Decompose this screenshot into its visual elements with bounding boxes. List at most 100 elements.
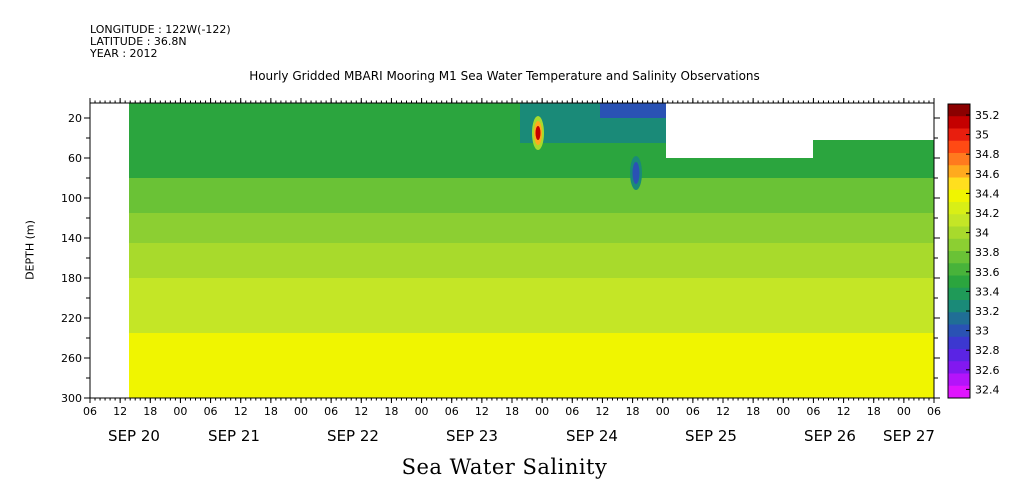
salinity-band: [129, 138, 934, 178]
colorbar-label: 33.2: [975, 305, 1000, 318]
x-tick-label: 12: [595, 405, 609, 418]
colorbar-swatch: [948, 275, 970, 289]
anomaly-low: [632, 162, 640, 184]
colorbar-swatch: [948, 300, 970, 313]
colorbar-label: 33.6: [975, 266, 1000, 279]
x-day-label: SEP 23: [446, 427, 498, 445]
salinity-band: [129, 303, 934, 333]
plot-area: [129, 103, 934, 398]
colorbar-swatch: [948, 373, 970, 387]
colorbar-swatch: [948, 214, 970, 227]
colorbar-swatch: [948, 153, 970, 166]
colorbar-label: 34.2: [975, 207, 1000, 220]
y-tick-label: 100: [61, 192, 82, 205]
colorbar-label: 34: [975, 227, 989, 240]
x-tick-label: 00: [656, 405, 670, 418]
colorbar-swatch: [948, 165, 970, 178]
colorbar-label: 32.8: [975, 344, 1000, 357]
x-day-label: SEP 25: [685, 427, 737, 445]
colorbar-swatch: [948, 140, 970, 154]
colorbar-swatch: [948, 361, 970, 374]
colorbar-label: 33.8: [975, 246, 1000, 259]
colorbar-swatch: [948, 104, 970, 117]
colorbar: 35.2 35 34.8 34.6 34.4 34.2 34 33.8 33.6 33.4 33.2…: [947, 103, 1000, 399]
colorbar-frame: [947, 103, 971, 399]
colorbar-swatch: [948, 202, 970, 215]
y-tick-label: 60: [68, 152, 82, 165]
x-tick-label: 06: [445, 405, 459, 418]
x-tick-label: 06: [324, 405, 338, 418]
colorbar-swatch: [948, 128, 970, 142]
x-tick-label: 12: [354, 405, 368, 418]
x-tick-label: 06: [565, 405, 579, 418]
anomaly-high: [535, 126, 541, 140]
x-tick-label: 12: [113, 405, 127, 418]
salinity-band: [600, 103, 668, 118]
longitude-label: LONGITUDE : 122W(-122): [90, 23, 231, 36]
x-tick-label: 12: [837, 405, 851, 418]
colorbar-label: 35.2: [975, 109, 1000, 122]
x-tick-label: 18: [143, 405, 157, 418]
colorbar-label: 34.8: [975, 148, 1000, 161]
x-tick-label: 18: [264, 405, 278, 418]
salinity-band: [129, 213, 934, 243]
colorbar-swatch: [948, 349, 970, 362]
colorbar-swatch: [948, 385, 970, 399]
colorbar-swatch: [948, 287, 970, 301]
x-tick-label: 18: [626, 405, 640, 418]
y-tick-label: 20: [68, 112, 82, 125]
x-tick-label: 00: [776, 405, 790, 418]
x-tick-label: 00: [415, 405, 429, 418]
colorbar-label: 35: [975, 129, 989, 142]
salinity-patch: [610, 348, 654, 384]
colorbar-label: 32.4: [975, 383, 1000, 396]
x-day-label: SEP 27: [883, 427, 935, 445]
y-tick-label: 220: [61, 312, 82, 325]
colorbar-label: 33: [975, 325, 989, 338]
chart-title: Hourly Gridded MBARI Mooring M1 Sea Wate…: [249, 69, 760, 83]
colorbar-swatch: [948, 336, 970, 350]
x-day-label: SEP 21: [208, 427, 260, 445]
colorbar-swatch: [948, 312, 970, 325]
colorbar-swatch: [948, 238, 970, 252]
y-tick-label: 260: [61, 352, 82, 365]
x-tick-label: 12: [716, 405, 730, 418]
x-day-label: SEP 20: [108, 427, 160, 445]
x-day-label: SEP 26: [804, 427, 856, 445]
salinity-band: [129, 278, 934, 303]
x-day-label: SEP 22: [327, 427, 379, 445]
colorbar-swatch: [948, 116, 970, 129]
colorbar-swatch: [948, 226, 970, 240]
y-tick-label: 180: [61, 272, 82, 285]
y-tick-label: 140: [61, 232, 82, 245]
missing-data: [666, 103, 934, 140]
x-tick-label: 18: [746, 405, 760, 418]
salinity-patch: [568, 348, 586, 372]
x-tick-label: 00: [173, 405, 187, 418]
salinity-band: [129, 178, 934, 213]
x-tick-label: 00: [897, 405, 911, 418]
x-tick-label: 12: [475, 405, 489, 418]
colorbar-swatch: [948, 324, 970, 338]
x-tick-label: 06: [83, 405, 97, 418]
x-tick-label: 00: [294, 405, 308, 418]
salinity-band: [129, 333, 934, 398]
x-axis-label: Sea Water Salinity: [401, 455, 608, 479]
colorbar-label: 34.4: [975, 187, 1000, 200]
colorbar-swatch: [948, 251, 970, 264]
x-tick-label: 06: [927, 405, 941, 418]
x-tick-label: 12: [234, 405, 248, 418]
colorbar-swatch: [948, 189, 970, 203]
x-tick-label: 18: [867, 405, 881, 418]
x-tick-label: 06: [686, 405, 700, 418]
missing-data: [666, 140, 813, 158]
x-tick-label: 00: [535, 405, 549, 418]
x-tick-label: 06: [806, 405, 820, 418]
colorbar-label: 34.6: [975, 168, 1000, 181]
x-tick-label: 18: [505, 405, 519, 418]
y-tick-label: 300: [61, 392, 82, 405]
x-day-label: SEP 24: [566, 427, 618, 445]
latitude-label: LATITUDE : 36.8N: [90, 35, 187, 48]
